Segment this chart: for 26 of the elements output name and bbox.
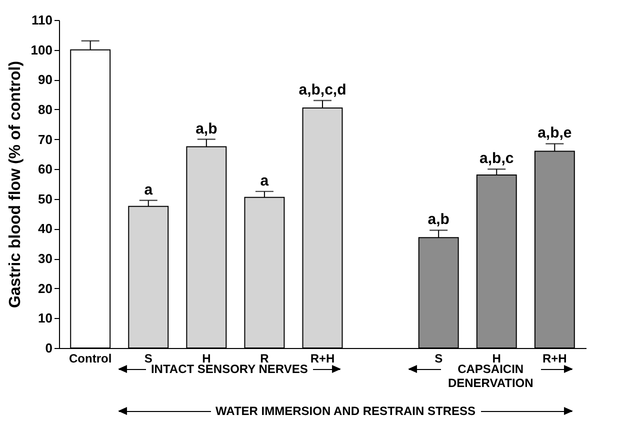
data-label: a xyxy=(144,181,154,198)
data-label: a,b xyxy=(196,120,218,138)
y-tick-label: 40 xyxy=(38,221,52,236)
y-tick-label: 20 xyxy=(38,280,52,296)
x-tick-label: R+H xyxy=(310,352,335,366)
x-tick-label: R+H xyxy=(542,352,567,366)
y-tick-label: 10 xyxy=(38,310,52,326)
data-label: a,b,c xyxy=(480,150,514,168)
y-tick-label: 110 xyxy=(32,12,52,28)
y-tick-label: 70 xyxy=(38,132,52,147)
y-axis-title: Gastric blood flow (% of control) xyxy=(6,60,24,308)
data-label: a,b,c,d xyxy=(298,82,346,99)
data-label: a,b xyxy=(428,211,450,228)
y-tick-label: 90 xyxy=(38,72,52,88)
x-tick-label: S xyxy=(434,352,443,366)
y-tick-label: 30 xyxy=(38,251,52,266)
y-tick-label: 0 xyxy=(45,340,52,356)
y-tick-label: 80 xyxy=(38,102,52,117)
data-label: a,b,e xyxy=(538,124,572,142)
data-label: a xyxy=(260,172,270,190)
y-tick-label: 60 xyxy=(38,162,52,177)
y-tick-label: 50 xyxy=(38,191,52,206)
x-tick-label: S xyxy=(144,352,152,366)
x-tick-label: Control xyxy=(69,352,112,366)
y-tick-label: 100 xyxy=(30,42,52,58)
text: WATER IMMERSION AND RESTRAIN STRESS xyxy=(214,404,477,418)
